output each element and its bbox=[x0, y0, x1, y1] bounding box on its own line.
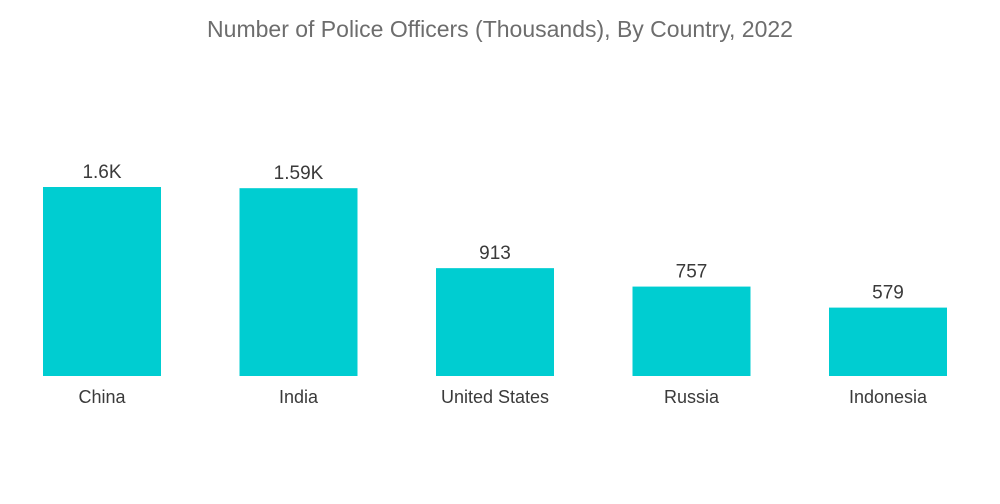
data-label-india: 1.59K bbox=[274, 163, 324, 184]
x-tick-russia: Russia bbox=[664, 387, 720, 407]
bar-india bbox=[239, 188, 358, 376]
bar-china bbox=[43, 187, 161, 376]
data-labels-layer: 1.6K 1.59K 913 757 579 bbox=[82, 162, 903, 304]
bar-indonesia bbox=[829, 307, 947, 376]
x-tick-indonesia: Indonesia bbox=[849, 387, 928, 407]
x-axis-tick-labels: China India United States Russia Indonesia bbox=[78, 387, 928, 407]
data-label-china: 1.6K bbox=[82, 162, 121, 183]
bars-layer bbox=[43, 187, 947, 376]
bar-russia bbox=[632, 286, 751, 376]
bar-united-states bbox=[436, 268, 554, 376]
x-tick-china: China bbox=[78, 387, 126, 407]
data-label-indonesia: 579 bbox=[872, 283, 904, 304]
x-tick-united-states: United States bbox=[441, 387, 549, 407]
chart-title: Number of Police Officers (Thousands), B… bbox=[207, 16, 793, 42]
x-tick-india: India bbox=[279, 387, 319, 407]
data-label-russia: 757 bbox=[676, 262, 708, 283]
data-label-united-states: 913 bbox=[479, 243, 511, 264]
